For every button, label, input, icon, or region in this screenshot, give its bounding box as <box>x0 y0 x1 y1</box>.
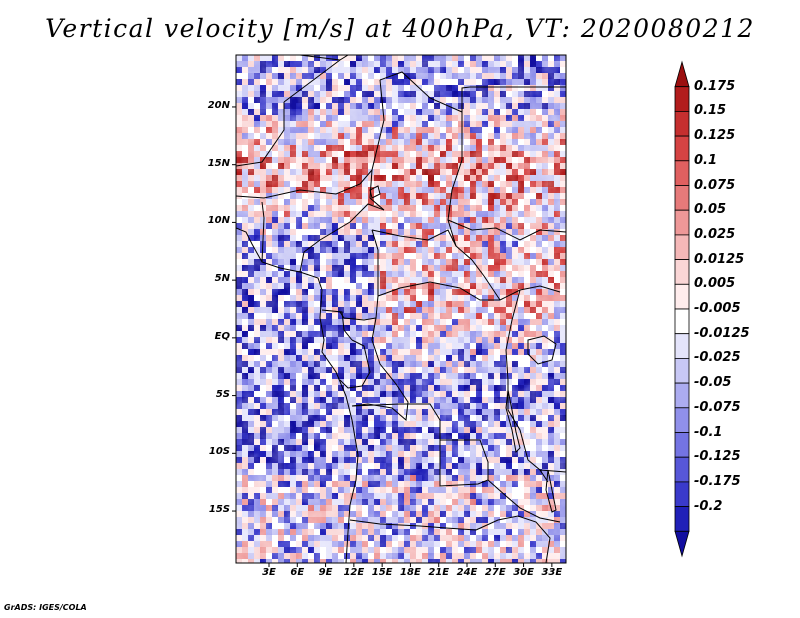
map-title: Vertical velocity [m/s] at 400hPa, VT: 2… <box>45 14 755 43</box>
colorbar-label: 0.125 <box>694 128 736 144</box>
lon-tick-label: 27E <box>484 567 506 578</box>
colorbar-label: 0.005 <box>694 276 736 292</box>
lon-tick-label: 3E <box>262 567 276 578</box>
lon-tick-label: 21E <box>428 567 450 578</box>
colorbar-bin <box>674 160 690 186</box>
border-angola-zambia <box>439 440 489 487</box>
colorbar-bin <box>674 432 690 458</box>
field-texture <box>236 55 566 563</box>
colorbar-bin <box>674 506 690 532</box>
border-car-chad <box>371 229 457 247</box>
colorbar-label: 0.15 <box>694 103 727 119</box>
lat-tick-label: 10S <box>208 446 230 458</box>
colorbar-label: -0.005 <box>694 301 741 316</box>
colorbar-bin <box>674 60 690 88</box>
colorbar-bin <box>674 333 690 359</box>
border-drc-east <box>505 289 549 483</box>
lat-tick-label: 5S <box>215 388 230 400</box>
colorbar-bin <box>674 234 690 260</box>
software-credit: GrADS: IGES/COLA <box>4 603 87 612</box>
lake-tanganyika <box>505 389 521 454</box>
colorbar-bin <box>674 530 690 558</box>
colorbar-label: -0.125 <box>694 449 741 465</box>
lon-tick-label: 12E <box>343 567 365 578</box>
border-south-sudan-uganda <box>483 275 561 301</box>
border-niger-libya <box>379 71 463 113</box>
map-frame <box>235 54 567 564</box>
colorbar <box>674 60 690 558</box>
colorbar-bin <box>674 111 690 137</box>
colorbar-bin <box>674 481 690 507</box>
colorbar-label: -0.025 <box>694 350 741 366</box>
colorbar-bin <box>674 209 690 236</box>
colorbar-label: 0.0125 <box>694 251 745 267</box>
lat-tick-label: 5N <box>214 273 230 285</box>
lake-malawi <box>545 469 557 513</box>
colorbar-bin <box>674 135 690 162</box>
border-gabon-congo <box>339 339 371 389</box>
colorbar-bin <box>674 308 690 335</box>
border-zambia-south <box>487 479 561 523</box>
lon-tick-label: 9E <box>318 567 333 578</box>
lon-tick-label: 18E <box>400 567 421 578</box>
lon-tick-label: 15E <box>371 567 393 578</box>
colorbar-bin <box>674 382 690 409</box>
colorbar-label: 0.1 <box>694 152 718 168</box>
lon-tick-label: 6E <box>290 567 305 578</box>
border-nigeria-cameroon <box>261 201 385 273</box>
lat-tick-label: 10N <box>207 215 230 227</box>
border-tanzania <box>539 469 566 473</box>
lat-tick-label: EQ <box>214 330 230 342</box>
border-drc-angola <box>351 403 489 480</box>
lon-tick-label: 33E <box>541 567 563 578</box>
colorbar-label: -0.175 <box>694 473 741 489</box>
colorbar-label: -0.2 <box>694 498 723 514</box>
border-zimbabwe <box>475 515 551 563</box>
lat-tick-label: 20N <box>207 99 230 111</box>
lon-tick-label: 24E <box>456 567 478 578</box>
colorbar-bin <box>674 456 690 483</box>
lat-tick-label: 15N <box>207 157 230 169</box>
colorbar-bin <box>674 86 690 112</box>
colorbar-label: 0.175 <box>694 78 736 94</box>
colorbar-bin <box>674 283 690 310</box>
colorbar-bin <box>674 407 690 433</box>
lake-chad <box>369 185 381 199</box>
colorbar-bin <box>674 357 690 384</box>
colorbar-label: -0.1 <box>694 424 723 440</box>
colorbar-label: 0.075 <box>694 177 736 193</box>
colorbar-bin <box>674 259 690 285</box>
colorbar-label: 0.05 <box>694 202 727 218</box>
border-sudan-south-sudan <box>447 219 566 241</box>
colorbar-label: -0.0125 <box>694 325 750 341</box>
border-eq-guinea-gabon <box>321 309 353 341</box>
lake-victoria <box>527 335 557 365</box>
lon-tick-label: 30E <box>513 567 534 578</box>
colorbar-label: 0.025 <box>694 226 736 242</box>
border-niger-nigeria <box>236 169 373 199</box>
colorbar-bin <box>674 185 690 211</box>
colorbar-label: -0.075 <box>694 399 741 415</box>
country-borders <box>236 55 566 563</box>
axis-ticks <box>232 106 553 567</box>
lat-tick-label: 15S <box>208 504 230 516</box>
border-angola-namibia <box>349 519 477 531</box>
colorbar-label: -0.05 <box>694 375 732 391</box>
